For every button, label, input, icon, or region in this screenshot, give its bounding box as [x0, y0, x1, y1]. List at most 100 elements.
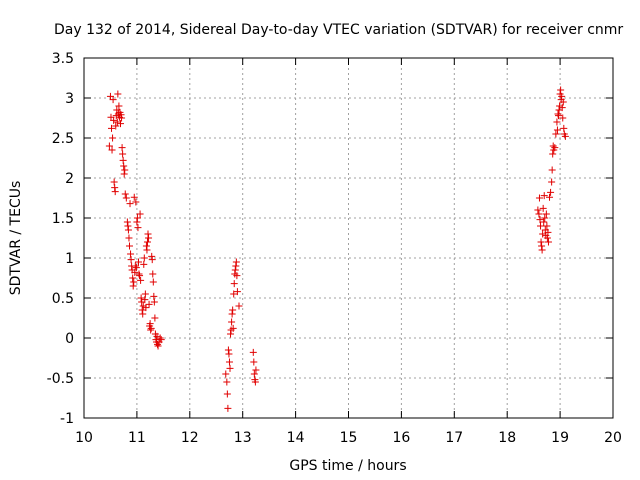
data-point	[132, 198, 140, 206]
data-point	[131, 268, 139, 276]
data-point	[228, 310, 236, 318]
data-point	[559, 114, 567, 122]
data-point	[146, 320, 154, 328]
data-point	[105, 142, 113, 150]
data-point	[133, 218, 141, 226]
data-point	[557, 86, 565, 94]
data-point	[223, 390, 231, 398]
data-point	[143, 238, 151, 246]
data-point	[546, 193, 554, 201]
data-point	[147, 324, 155, 332]
data-point	[141, 296, 149, 304]
data-point	[118, 144, 126, 152]
x-axis: 10 11 12 13 14 15 16 17 18 19 20	[75, 58, 622, 446]
y-tick-label: 3	[65, 91, 74, 107]
y-tick-label: 2	[65, 171, 74, 187]
data-point	[149, 278, 157, 286]
data-point	[233, 288, 241, 296]
data-point	[251, 378, 259, 386]
data-point	[235, 302, 243, 310]
data-point	[136, 272, 144, 280]
data-point	[109, 134, 117, 142]
data-point	[548, 178, 556, 186]
y-tick-label: 3.5	[52, 51, 74, 67]
data-point	[540, 192, 548, 200]
y-axis: -1 -0.5 0 0.5 1 1.5 2 2.5 3 3.5	[47, 51, 613, 427]
data-point	[151, 314, 159, 322]
data-point	[229, 324, 237, 332]
data-point	[129, 282, 137, 290]
data-point	[129, 274, 137, 282]
data-point	[223, 378, 231, 386]
x-tick-label: 20	[604, 430, 622, 446]
data-point	[127, 256, 135, 264]
data-point	[539, 230, 547, 238]
data-point	[554, 110, 562, 118]
data-point	[535, 210, 543, 218]
data-point	[539, 204, 547, 212]
x-tick-label: 12	[181, 430, 199, 446]
data-point	[147, 326, 155, 334]
data-point	[544, 238, 552, 246]
data-point	[118, 114, 126, 122]
data-point	[134, 224, 142, 232]
y-tick-label: -1	[60, 411, 74, 427]
plot-frame	[83, 57, 614, 419]
data-point	[231, 266, 239, 274]
x-tick-label: 16	[392, 430, 410, 446]
data-point	[130, 193, 138, 201]
data-point	[133, 214, 141, 222]
data-point	[222, 370, 230, 378]
x-tick-label: 10	[75, 430, 93, 446]
data-point	[119, 150, 127, 158]
data-point	[135, 270, 143, 278]
data-point	[224, 346, 232, 354]
data-point	[111, 188, 119, 196]
x-tick-label: 11	[128, 430, 146, 446]
data-point	[226, 364, 234, 372]
data-point	[553, 118, 561, 126]
data-point	[150, 292, 158, 300]
data-point	[553, 126, 561, 134]
data-point	[227, 330, 235, 338]
data-point	[548, 166, 556, 174]
data-point	[137, 294, 145, 302]
data-point	[233, 272, 241, 280]
data-point	[537, 222, 545, 230]
data-point	[140, 260, 148, 268]
data-point	[536, 216, 544, 224]
data-point	[145, 300, 153, 308]
x-axis-title: GPS time / hours	[289, 458, 406, 474]
data-point	[535, 194, 543, 202]
data-point	[547, 188, 555, 196]
data-point	[224, 404, 232, 412]
data-point	[122, 194, 130, 202]
data-point	[124, 222, 132, 230]
data-point	[117, 120, 125, 128]
x-tick-label: 15	[340, 430, 358, 446]
data-point	[140, 254, 148, 262]
data-point	[110, 116, 118, 124]
data-point	[108, 146, 116, 154]
data-point	[538, 246, 546, 254]
data-point	[154, 342, 162, 350]
data-point	[541, 214, 549, 222]
data-point	[113, 118, 121, 126]
data-point	[540, 218, 548, 226]
data-point	[115, 102, 123, 110]
data-point	[112, 122, 120, 130]
data-point	[136, 210, 144, 218]
data-point	[551, 144, 559, 152]
data-point	[225, 358, 233, 366]
data-point	[157, 336, 165, 344]
data-point	[555, 112, 563, 120]
x-tick-label: 18	[498, 430, 516, 446]
data-point	[249, 348, 257, 356]
data-point	[148, 252, 156, 260]
data-point	[549, 150, 557, 158]
data-point	[127, 250, 135, 258]
data-point	[153, 332, 161, 340]
x-tick-label: 17	[445, 430, 463, 446]
data-point	[142, 242, 150, 250]
data-point	[144, 230, 152, 238]
